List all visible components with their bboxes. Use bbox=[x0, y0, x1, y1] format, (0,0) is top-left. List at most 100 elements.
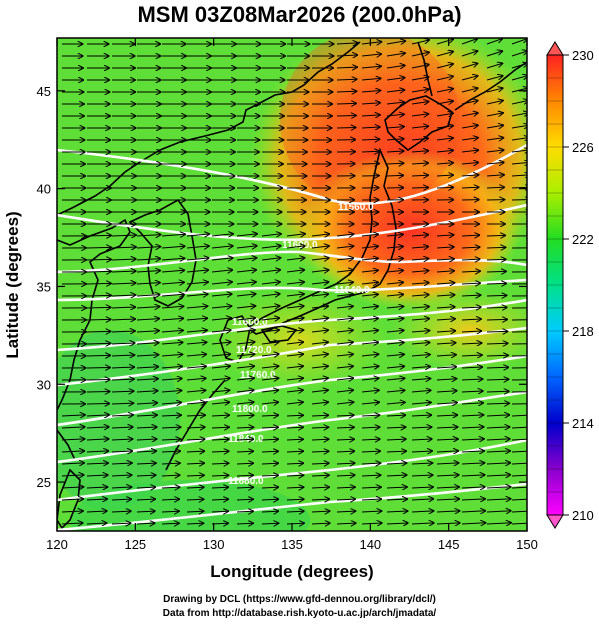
wind-vector bbox=[411, 52, 429, 57]
wind-vector bbox=[286, 318, 304, 320]
wind-vector bbox=[461, 451, 484, 452]
wind-vector bbox=[361, 378, 379, 380]
wind-vector bbox=[436, 511, 459, 512]
wind-vector bbox=[436, 499, 459, 500]
wind-vector bbox=[411, 259, 428, 260]
wind-vector bbox=[436, 150, 453, 152]
wind-vector bbox=[411, 188, 428, 189]
wind-vector bbox=[411, 367, 430, 369]
wind-vector bbox=[336, 234, 353, 236]
wind-vector bbox=[211, 511, 228, 512]
wind-vector bbox=[136, 355, 158, 356]
wind-vector bbox=[186, 342, 207, 344]
wind-vector bbox=[261, 270, 280, 272]
wind-vector bbox=[411, 138, 428, 140]
wind-vector bbox=[361, 487, 381, 488]
wind-vector bbox=[511, 125, 527, 128]
wind-vector bbox=[211, 258, 233, 260]
wind-vector bbox=[361, 66, 381, 68]
wind-vector bbox=[261, 342, 279, 344]
wind-vector bbox=[386, 499, 407, 500]
wind-vector bbox=[386, 235, 403, 237]
wind-vector bbox=[286, 330, 303, 332]
wind-vector bbox=[86, 451, 108, 452]
wind-vector bbox=[111, 367, 134, 368]
wind-vector bbox=[86, 487, 107, 488]
wind-vector bbox=[436, 355, 456, 356]
wind-vector bbox=[261, 234, 281, 236]
y-tick-label: 25 bbox=[37, 475, 51, 490]
wind-vector bbox=[136, 247, 160, 248]
coast-sakhalin bbox=[417, 41, 433, 97]
wind-vector bbox=[136, 415, 157, 416]
wind-vector bbox=[461, 63, 477, 69]
wind-vector bbox=[111, 415, 133, 416]
wind-vector bbox=[236, 354, 254, 356]
wind-vector bbox=[211, 463, 228, 464]
wind-vector bbox=[136, 403, 157, 404]
wind-vector bbox=[411, 463, 432, 464]
wind-vector bbox=[311, 354, 328, 356]
wind-vector bbox=[111, 331, 135, 332]
wind-vector bbox=[411, 487, 433, 488]
wind-vector bbox=[361, 54, 381, 56]
wind-vector bbox=[286, 234, 305, 236]
wind-vector bbox=[386, 330, 404, 332]
wind-vector bbox=[136, 391, 158, 392]
wind-vector bbox=[311, 258, 329, 260]
wind-vector bbox=[236, 451, 253, 452]
wind-vector bbox=[111, 247, 136, 248]
wind-vector bbox=[486, 88, 503, 93]
wind-vector bbox=[161, 234, 185, 236]
wind-vector bbox=[461, 391, 483, 392]
wind-vector bbox=[211, 330, 231, 332]
wind-vector bbox=[111, 403, 133, 404]
wind-vector bbox=[336, 366, 353, 368]
wind-vector bbox=[311, 451, 329, 452]
wind-vector bbox=[86, 415, 109, 416]
wind-vector bbox=[486, 247, 505, 248]
wind-vector bbox=[136, 271, 160, 272]
wind-vector bbox=[486, 39, 502, 45]
wind-vector bbox=[361, 42, 381, 44]
wind-vector bbox=[86, 392, 110, 393]
wind-vector bbox=[236, 234, 257, 236]
wind-vector bbox=[486, 331, 507, 332]
wind-vector bbox=[411, 89, 429, 92]
wind-vector bbox=[436, 307, 455, 308]
wind-vector bbox=[236, 523, 253, 524]
wind-vector bbox=[511, 450, 527, 453]
wind-vector bbox=[236, 366, 254, 368]
wind-vector bbox=[286, 451, 303, 452]
wind-vector bbox=[511, 414, 527, 417]
wind-vector bbox=[161, 294, 184, 296]
wind-vector bbox=[336, 378, 353, 380]
wind-vector bbox=[411, 331, 429, 332]
wind-vector bbox=[236, 463, 253, 464]
wind-vector bbox=[61, 463, 84, 464]
wind-vector bbox=[486, 235, 505, 236]
wind-vector bbox=[211, 294, 232, 296]
wind-vector bbox=[461, 331, 481, 332]
wind-vector bbox=[461, 39, 477, 45]
contour-label: 11800.0 bbox=[232, 404, 268, 415]
x-tick-label: 130 bbox=[203, 537, 225, 552]
wind-vector bbox=[386, 41, 405, 44]
wind-vector bbox=[511, 88, 527, 93]
wind-vector bbox=[236, 390, 254, 392]
wind-vector bbox=[311, 342, 328, 344]
wind-vector bbox=[461, 403, 483, 404]
wind-vector bbox=[361, 511, 381, 512]
wind-vector bbox=[361, 523, 382, 524]
wind-vector bbox=[386, 247, 403, 249]
wind-vector bbox=[336, 318, 353, 320]
wind-vector bbox=[261, 402, 278, 404]
wind-vector bbox=[261, 511, 278, 512]
wind-vector bbox=[211, 402, 229, 404]
wind-vector bbox=[436, 391, 457, 392]
wind-vector bbox=[186, 306, 207, 308]
wind-vector bbox=[411, 415, 431, 416]
wind-vector bbox=[361, 164, 379, 165]
wind-vector bbox=[411, 307, 429, 308]
coast-kurils bbox=[454, 61, 527, 111]
